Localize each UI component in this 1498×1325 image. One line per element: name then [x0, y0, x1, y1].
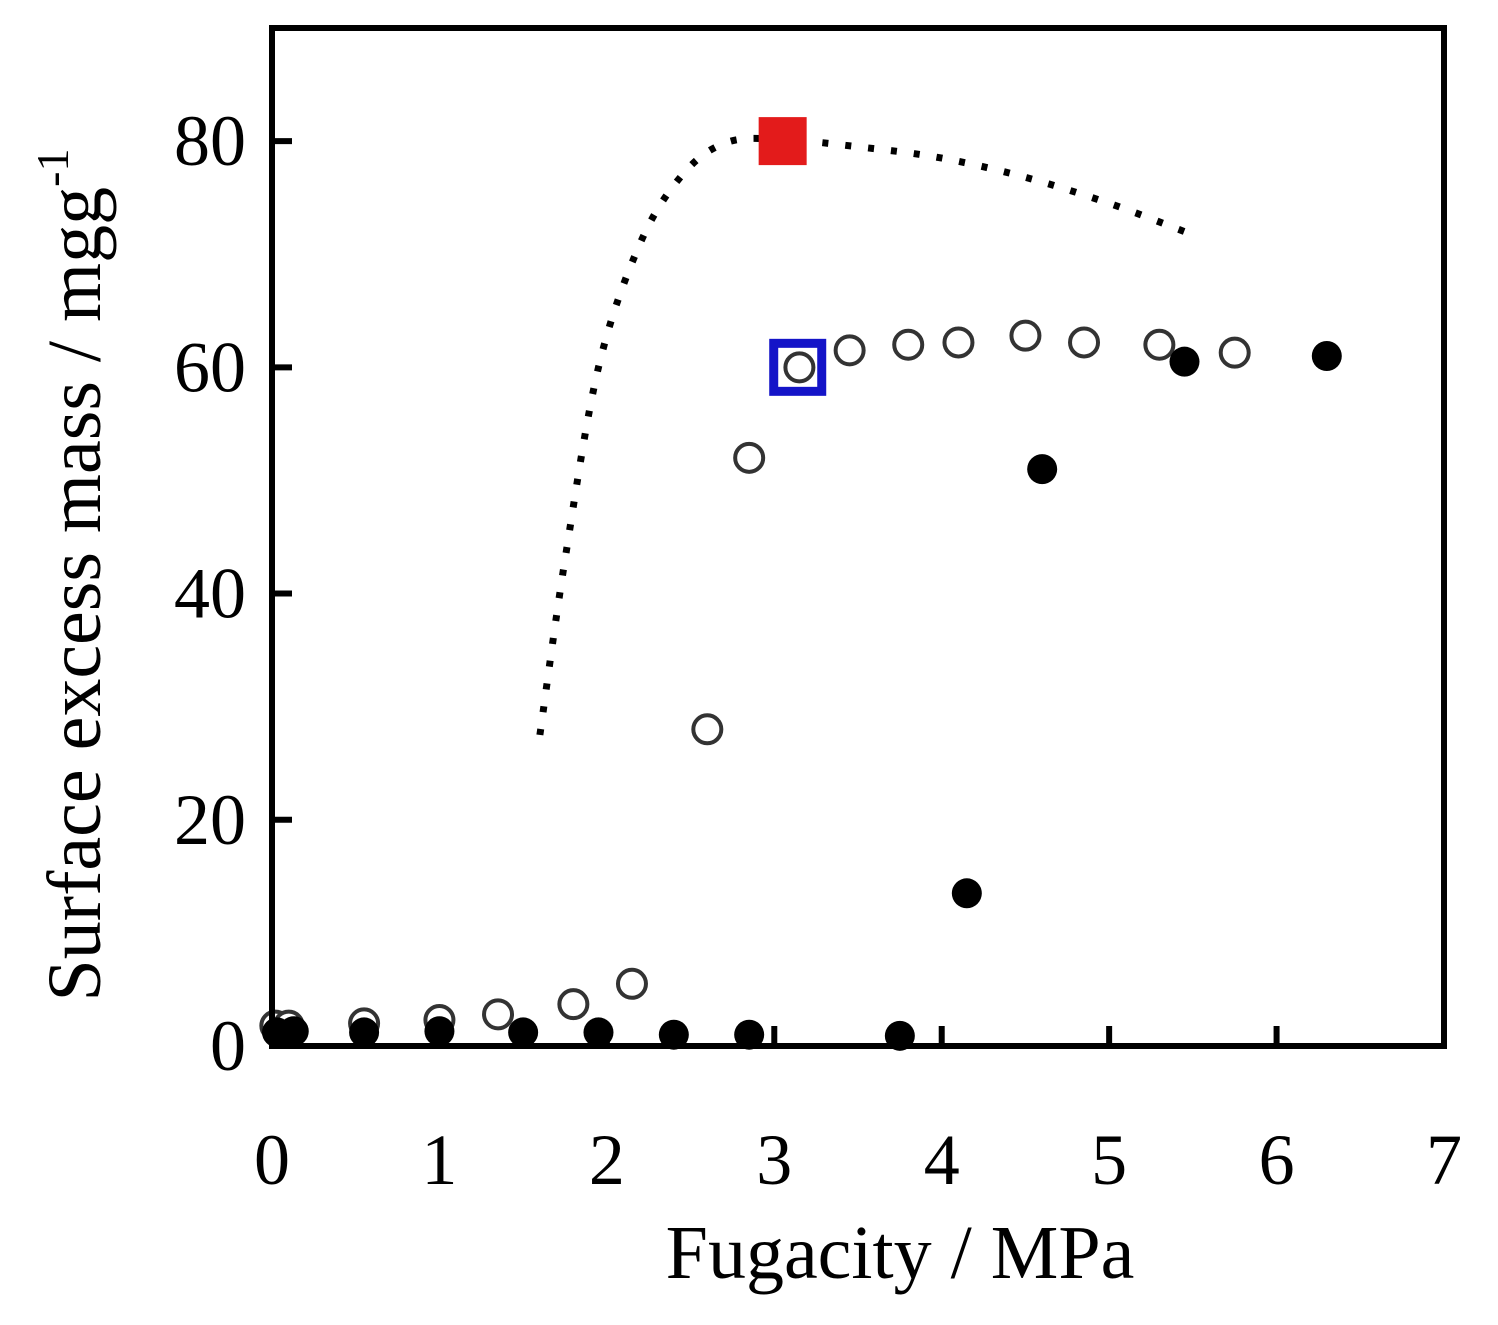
x-tick-label: 7	[1426, 1120, 1462, 1200]
filled-circle-point	[734, 1019, 765, 1050]
y-axis-label-main: Surface excess mass / mgg	[33, 187, 117, 1002]
x-tick-label: 6	[1259, 1120, 1295, 1200]
y-tick-label: 60	[174, 327, 246, 407]
model-curve	[536, 134, 1186, 736]
red-square-marker	[758, 117, 807, 166]
filled-circle-point	[1311, 341, 1342, 372]
x-tick-label: 0	[254, 1120, 290, 1200]
y-tick-label: 40	[174, 554, 246, 634]
open-circle-point	[942, 326, 975, 359]
highlight-markers-layer	[758, 117, 827, 396]
x-tick-label: 1	[421, 1120, 457, 1200]
open-circle-point	[783, 351, 816, 384]
y-axis-label: Surface excess mass / mgg-1	[27, 149, 117, 1002]
plot-frame	[269, 25, 1447, 1049]
open-circle-point	[1143, 328, 1176, 361]
filled-circle-point	[508, 1017, 539, 1048]
open-circle-point	[482, 998, 515, 1031]
open-circle-point	[1068, 326, 1101, 359]
filled-circle-point	[658, 1019, 689, 1050]
x-tick-label: 4	[924, 1120, 960, 1200]
y-tick-label: 20	[174, 780, 246, 860]
x-tick-label: 2	[589, 1120, 625, 1200]
filled-circle-point	[1027, 454, 1058, 485]
open-circle-point	[833, 334, 866, 367]
filled-circle-point	[583, 1017, 614, 1048]
x-tick-label: 3	[756, 1120, 792, 1200]
data-points-layer	[259, 319, 1342, 1051]
y-tick-label: 80	[174, 101, 246, 181]
y-tick-label: 0	[210, 1006, 246, 1086]
y-axis-label-superscript: -1	[27, 149, 78, 187]
open-circle-point	[1218, 336, 1251, 369]
x-tick-label: 5	[1091, 1120, 1127, 1200]
filled-circle-point	[349, 1017, 380, 1048]
open-circle-point	[557, 988, 590, 1021]
open-circle-point	[733, 441, 766, 474]
open-circle-point	[1009, 319, 1042, 352]
filled-circle-point	[1169, 346, 1200, 377]
filled-circle-point	[951, 878, 982, 909]
filled-circle-point	[278, 1016, 309, 1047]
tick-labels-layer: 0 1 2 3 4 5 6 7 0 20 40 60 80	[174, 101, 1462, 1200]
x-axis-label: Fugacity / MPa	[666, 1211, 1135, 1295]
open-circle-point	[691, 713, 724, 746]
open-circle-point	[892, 328, 925, 361]
ticks-layer	[272, 138, 1280, 1046]
blue-square-marker	[769, 338, 827, 396]
filled-circle-point	[424, 1016, 455, 1047]
model-curve-layer	[536, 134, 1186, 736]
open-circle-point	[615, 967, 648, 1000]
